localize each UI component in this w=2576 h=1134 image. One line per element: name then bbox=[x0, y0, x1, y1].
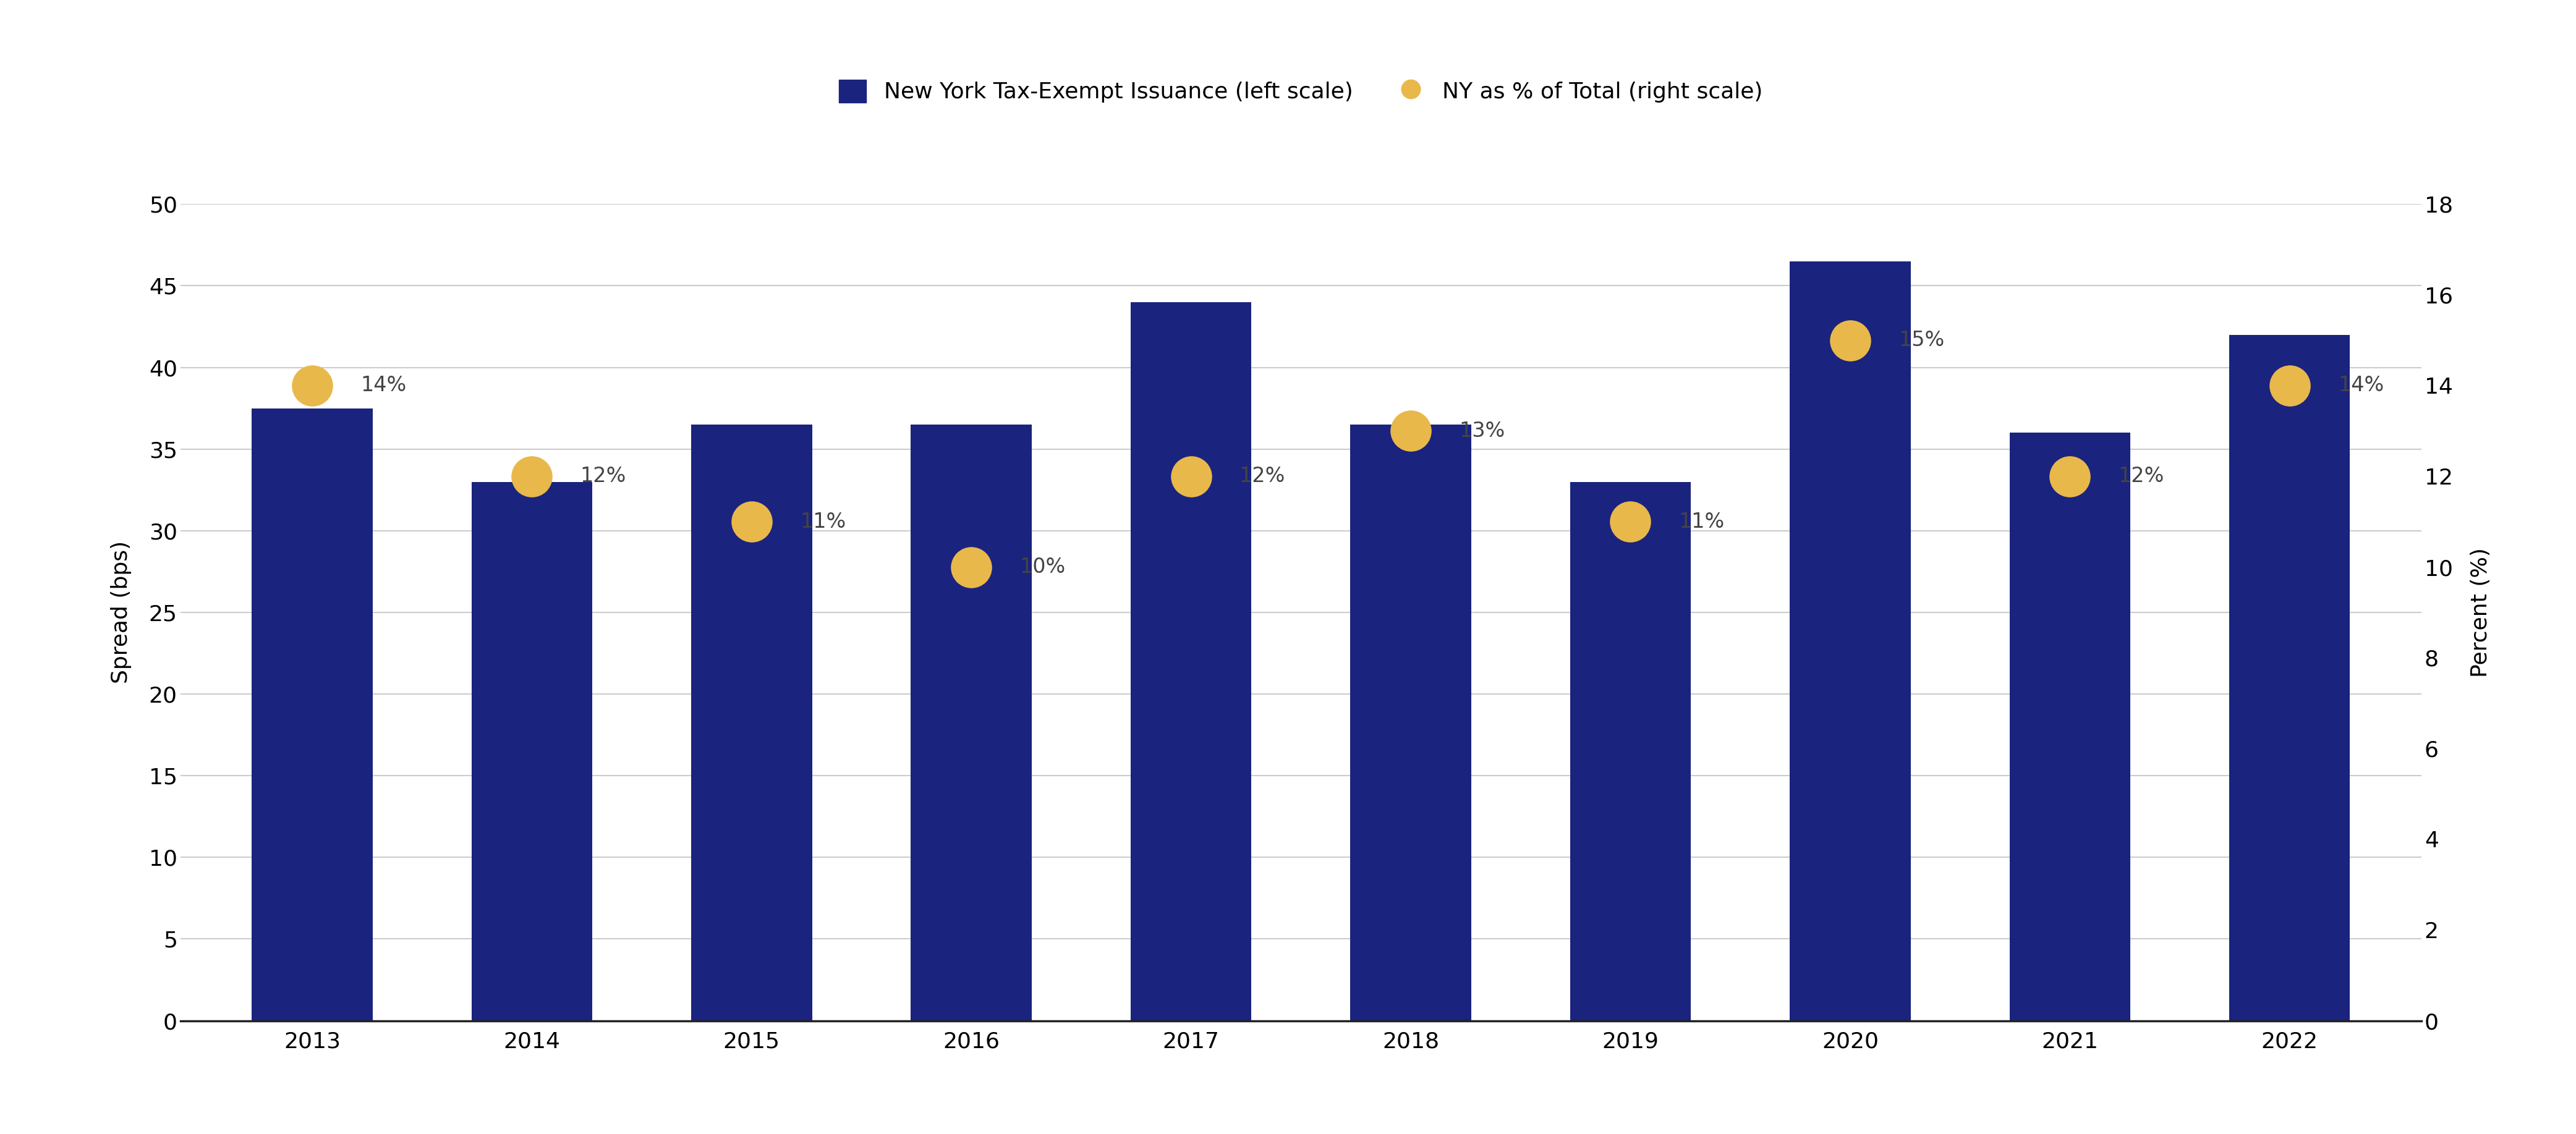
Bar bbox=[1569, 482, 1690, 1021]
Y-axis label: Spread (bps): Spread (bps) bbox=[111, 541, 131, 684]
Text: 12%: 12% bbox=[1239, 466, 1285, 486]
Point bbox=[1170, 467, 1211, 485]
Bar bbox=[2009, 433, 2130, 1021]
Point bbox=[2050, 467, 2092, 485]
Bar bbox=[690, 424, 811, 1021]
Point bbox=[951, 558, 992, 576]
Legend: New York Tax-Exempt Issuance (left scale), NY as % of Total (right scale): New York Tax-Exempt Issuance (left scale… bbox=[827, 68, 1775, 113]
Point bbox=[2269, 376, 2311, 395]
Bar bbox=[1790, 261, 1911, 1021]
Bar bbox=[2228, 335, 2349, 1021]
Text: 12%: 12% bbox=[2117, 466, 2164, 486]
Text: 11%: 11% bbox=[1680, 511, 1726, 532]
Text: 12%: 12% bbox=[580, 466, 626, 486]
Text: 13%: 13% bbox=[1458, 421, 1504, 441]
Bar bbox=[252, 408, 374, 1021]
Point bbox=[1829, 331, 1870, 349]
Text: 10%: 10% bbox=[1020, 557, 1066, 577]
Text: 15%: 15% bbox=[1899, 330, 1945, 350]
Bar bbox=[1350, 424, 1471, 1021]
Point bbox=[732, 513, 773, 531]
Point bbox=[291, 376, 332, 395]
Bar bbox=[912, 424, 1033, 1021]
Bar bbox=[471, 482, 592, 1021]
Point bbox=[1610, 513, 1651, 531]
Text: 11%: 11% bbox=[801, 511, 845, 532]
Point bbox=[510, 467, 551, 485]
Point bbox=[1391, 422, 1432, 440]
Bar bbox=[1131, 302, 1252, 1021]
Text: 14%: 14% bbox=[361, 375, 407, 396]
Text: 14%: 14% bbox=[2339, 375, 2383, 396]
Y-axis label: Percent (%): Percent (%) bbox=[2470, 548, 2491, 677]
